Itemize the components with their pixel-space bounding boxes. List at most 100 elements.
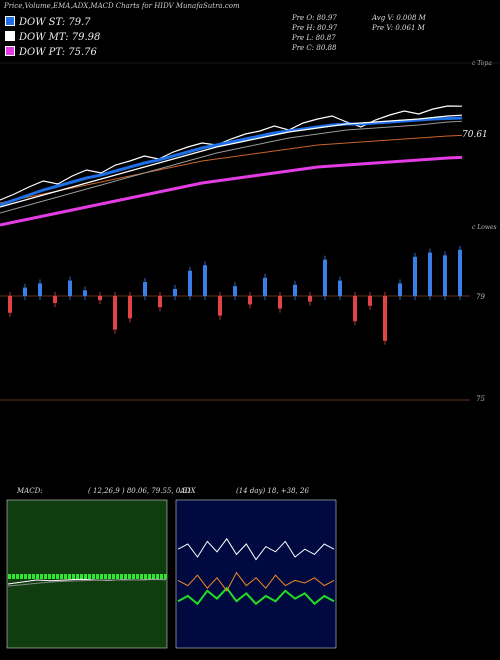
candle-body (128, 296, 132, 319)
macd-histogram-bar (152, 574, 155, 579)
macd-histogram-bar (76, 574, 79, 579)
candle-body (68, 280, 72, 296)
level-79-label: 79 (476, 293, 485, 301)
candle-body (398, 283, 402, 296)
macd-histogram-bar (8, 574, 11, 579)
candle-body (173, 289, 177, 296)
macd-histogram-bar (28, 574, 31, 579)
macd-histogram-bar (108, 574, 111, 579)
price-pane-top-label: c Topa (472, 60, 492, 67)
macd-histogram-bar (128, 574, 131, 579)
legend-dow-st-label: DOW ST: 79.7 (19, 17, 91, 28)
candle-body (158, 296, 162, 308)
macd-histogram-bar (88, 574, 91, 579)
legend-dow-st: DOW ST: 79.7 (5, 16, 91, 28)
candle-body (353, 296, 357, 322)
avg-volume: Avg V: 0.008 M (372, 14, 426, 22)
macd-histogram-bar (112, 574, 115, 579)
candle-body (443, 255, 447, 296)
macd-values: ( 12,26,9 ) 80.06, 79.55, 0.51 (88, 487, 192, 495)
ohlc-high: Pre H: 80.97 (292, 24, 338, 32)
candle-body (233, 286, 237, 296)
macd-histogram-bar (20, 574, 23, 579)
adx-label: ADX (180, 487, 196, 495)
candle-body (248, 296, 252, 305)
legend-swatch-blue-icon (5, 16, 15, 26)
macd-histogram-bar (100, 574, 103, 579)
macd-label: MACD: (17, 487, 43, 495)
legend-dow-pt-label: DOW PT: 75.76 (19, 47, 97, 58)
candle-body (8, 296, 12, 313)
macd-histogram-bar (144, 574, 147, 579)
macd-histogram-bar (120, 574, 123, 579)
adx-values: (14 day) 18, +38, 26 (236, 487, 309, 495)
macd-histogram-bar (80, 574, 83, 579)
macd-histogram-bar (132, 574, 135, 579)
candle-body (323, 259, 327, 296)
macd-histogram-bar (148, 574, 151, 579)
ema-grey-line (0, 120, 463, 214)
price-line (0, 105, 463, 201)
macd-histogram-bar (124, 574, 127, 579)
macd-histogram-bar (64, 574, 67, 579)
adx-minus-di-line (177, 571, 335, 592)
macd-histogram-bar (40, 574, 43, 579)
macd-signal-line (7, 579, 166, 587)
adx-plus-di-line (177, 537, 335, 561)
ohlc-close: Pre C: 80.88 (292, 44, 337, 52)
legend-swatch-white-icon (5, 31, 15, 41)
macd-histogram-bar (52, 574, 55, 579)
candle-body (293, 284, 297, 296)
macd-histogram-bar (68, 574, 71, 579)
legend-dow-mt: DOW MT: 79.98 (5, 31, 100, 43)
candle-body (113, 296, 117, 330)
macd-histogram-bar (92, 574, 95, 579)
macd-histogram-bar (12, 574, 15, 579)
macd-histogram-bar (104, 574, 107, 579)
dow-pt-line (0, 155, 463, 227)
level-75-label: 75 (476, 395, 485, 403)
candle-body (83, 290, 87, 296)
candle-body (143, 282, 147, 296)
macd-histogram-bar (116, 574, 119, 579)
legend-dow-pt: DOW PT: 75.76 (5, 46, 97, 58)
candle-body (308, 296, 312, 302)
adx-pane-background (175, 499, 337, 649)
candle-body (53, 296, 57, 303)
candle-body (278, 296, 282, 309)
macd-histogram-bar (84, 574, 87, 579)
candle-body (98, 296, 102, 301)
candle-body (458, 249, 462, 296)
macd-histogram-bar (48, 574, 51, 579)
legend-swatch-magenta-icon (5, 46, 15, 56)
candle-body (203, 265, 207, 296)
candle-body (383, 296, 387, 341)
macd-histogram-bar (44, 574, 47, 579)
macd-histogram-bar (56, 574, 59, 579)
candle-body (188, 270, 192, 296)
ohlc-open: Pre O: 80.97 (292, 14, 337, 22)
macd-histogram-bar (136, 574, 139, 579)
lower-pane-top-label: c Lowes (472, 224, 497, 231)
candle-body (218, 296, 222, 316)
pre-volume: Pre V: 0.061 M (372, 24, 425, 32)
macd-histogram-bar (72, 574, 75, 579)
macd-histogram-bar (96, 574, 99, 579)
macd-histogram-bar (24, 574, 27, 579)
macd-histogram-bar (60, 574, 63, 579)
macd-histogram-bar (16, 574, 19, 579)
candle-body (23, 287, 27, 296)
dow-mt-line (0, 114, 463, 208)
macd-histogram-bar (36, 574, 39, 579)
candle-body (338, 280, 342, 296)
dow-st-line (0, 116, 463, 207)
candle-body (263, 277, 267, 296)
candle-body (38, 283, 42, 296)
ema-orange-line (0, 134, 463, 204)
candle-body (428, 252, 432, 296)
macd-histogram-bar (164, 574, 167, 579)
macd-histogram-bar (156, 574, 159, 579)
candle-body (368, 296, 372, 306)
legend-dow-mt-label: DOW MT: 79.98 (19, 32, 101, 43)
last-price-label: 70.61 (462, 130, 488, 140)
